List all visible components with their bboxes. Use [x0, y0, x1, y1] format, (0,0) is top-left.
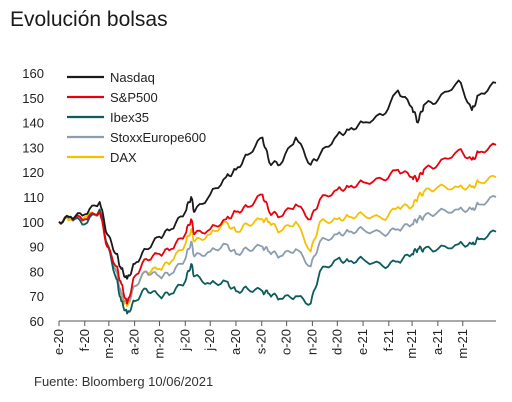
y-tick-label: 80	[30, 264, 44, 279]
y-tick-label: 60	[30, 314, 44, 329]
y-tick-label: 110	[23, 190, 44, 205]
y-tick-label: 140	[22, 116, 44, 131]
series-line-stoxxeurope600	[58, 195, 497, 305]
x-tick-label: e-21	[355, 329, 370, 355]
x-tick-label: d-20	[329, 329, 344, 355]
x-tick-label: m-21	[455, 329, 470, 359]
x-tick-label: a-20	[127, 329, 142, 355]
chart-title: Evolución bolsas	[10, 8, 168, 31]
x-tick-label: e-20	[51, 329, 66, 355]
y-tick-label: 150	[22, 91, 44, 106]
x-tick-label: a-20	[228, 329, 243, 355]
legend-label: Nasdaq	[110, 70, 155, 85]
x-tick-label: o-20	[279, 329, 294, 355]
x-tick-label: j-20	[202, 329, 217, 352]
legend-label: DAX	[110, 150, 137, 165]
y-tick-label: 100	[22, 215, 44, 230]
x-tick-label: a-21	[430, 329, 445, 355]
legend-label: StoxxEurope600	[110, 130, 206, 145]
x-tick-label: j-20	[177, 329, 192, 352]
x-tick-label: f-21	[381, 329, 396, 351]
x-tick-label: s-20	[254, 329, 269, 354]
y-tick-label: 90	[30, 240, 44, 255]
series-line-s&p500	[58, 142, 497, 305]
legend-label: Ibex35	[110, 110, 149, 125]
series-lines	[58, 79, 497, 315]
series-line-ibex35	[58, 208, 497, 315]
source-note: Fuente: Bloomberg 10/06/2021	[34, 374, 214, 389]
series-line-dax	[58, 174, 497, 307]
y-tick-label: 70	[30, 289, 44, 304]
x-tick-label: m-21	[404, 329, 419, 359]
x-tick-label: n-20	[304, 329, 319, 355]
x-tick-label: m-20	[152, 329, 167, 359]
x-tick-label: f-20	[77, 329, 92, 351]
y-tick-label: 130	[22, 140, 44, 155]
y-tick-label: 120	[22, 165, 44, 180]
x-tick-label: m-20	[101, 329, 116, 359]
axes: 60 70 80 90 100 110 120 130 140 150 160 e-20 f-20 m-2…	[22, 66, 496, 359]
legend-label: S&P500	[110, 90, 158, 105]
series-line-nasdaq	[58, 79, 497, 280]
legend: Nasdaq S&P500 Ibex35 StoxxEurope600 DAX	[67, 70, 206, 165]
y-tick-label: 160	[22, 66, 44, 81]
